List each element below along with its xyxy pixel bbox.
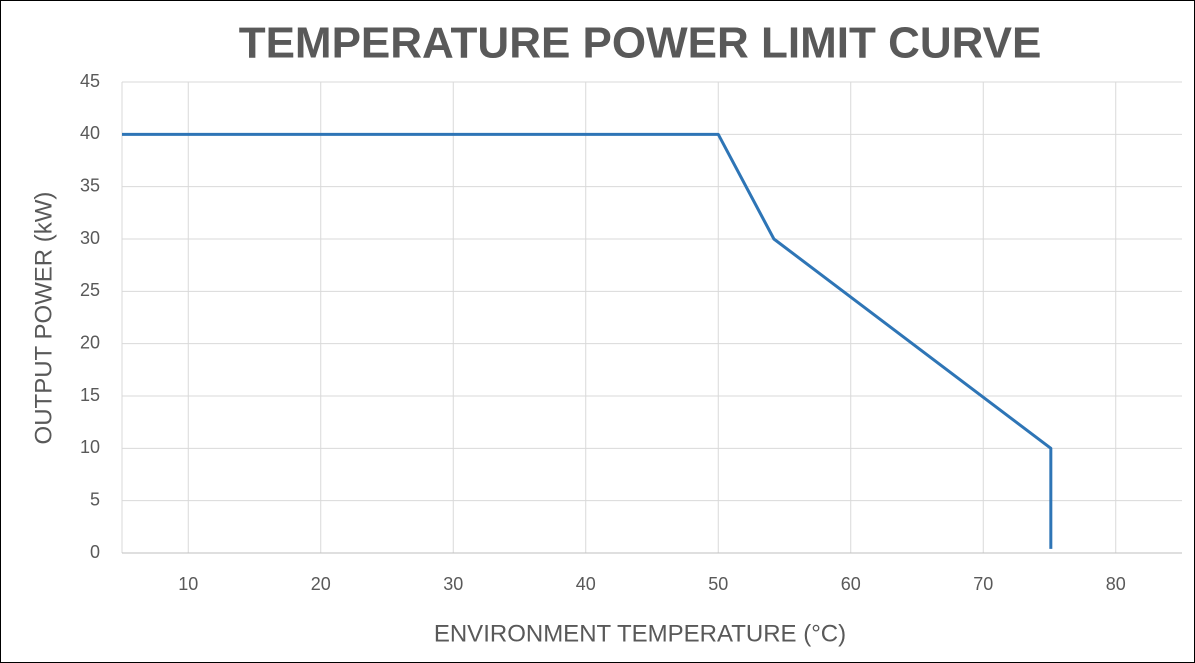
x-tick-label: 60 xyxy=(841,574,861,594)
y-tick-label: 40 xyxy=(80,123,100,143)
x-tick-label: 40 xyxy=(576,574,596,594)
y-tick-label: 25 xyxy=(80,280,100,300)
y-tick-label: 35 xyxy=(80,175,100,195)
x-tick-label: 20 xyxy=(311,574,331,594)
y-tick-label: 5 xyxy=(90,489,100,509)
x-tick-label: 70 xyxy=(973,574,993,594)
y-tick-label: 30 xyxy=(80,228,100,248)
y-tick-label: 10 xyxy=(80,437,100,457)
chart-title: TEMPERATURE POWER LIMIT CURVE xyxy=(239,19,1042,68)
x-tick-label: 10 xyxy=(178,574,198,594)
y-tick-label: 0 xyxy=(90,542,100,562)
data-line xyxy=(122,132,1053,549)
x-tick-label: 30 xyxy=(443,574,463,594)
y-tick-label: 45 xyxy=(80,71,100,91)
x-tick-label: 50 xyxy=(708,574,728,594)
y-tick-label: 20 xyxy=(80,332,100,352)
x-axis-label: ENVIRONMENT TEMPERATURE (°C) xyxy=(434,620,846,647)
x-tick-label: 80 xyxy=(1106,574,1126,594)
y-axis-label: OUTPUT POWER (kW) xyxy=(30,192,57,445)
y-tick-label: 15 xyxy=(80,385,100,405)
